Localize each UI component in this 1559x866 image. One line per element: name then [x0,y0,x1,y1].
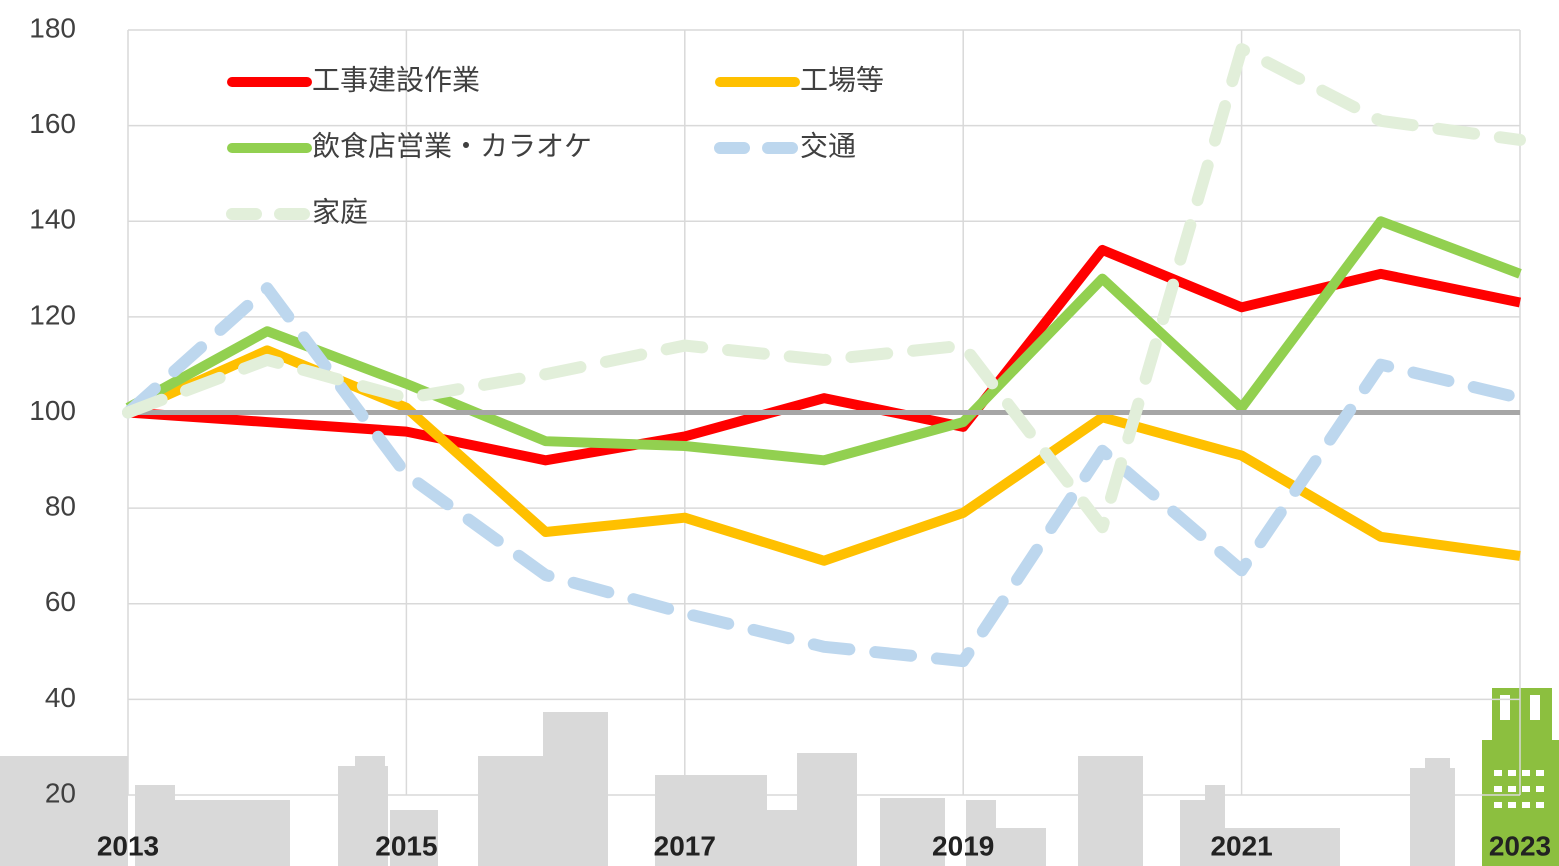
x-tick-label: 2015 [375,830,437,861]
x-tick-label: 2017 [654,830,716,861]
y-tick-label: 180 [29,12,76,43]
legend-label: 家庭 [312,196,368,227]
x-tick-label: 2021 [1210,830,1272,861]
series-line [128,288,1520,661]
y-tick-label: 140 [29,204,76,235]
y-tick-label: 120 [29,299,76,330]
legend-label: 飲食店営業・カラオケ [312,130,592,161]
y-tick-label: 20 [45,777,76,808]
legend-label: 工事建設作業 [312,64,480,95]
legend-label: 交通 [800,130,856,161]
x-tick-label: 2013 [97,830,159,861]
axis-labels: 20 40 60 80 100 120 140 160 180 2013 2015 2017 2019 2… [29,12,1551,861]
y-tick-label: 80 [45,491,76,522]
chart: 工事建設作業 工場等飲食店営業・カラオケ 交通家庭 20 40 60 80 100 120 14… [0,0,1559,866]
x-tick-label: 2023 [1489,830,1551,861]
y-tick-label: 160 [29,108,76,139]
y-tick-label: 40 [45,682,76,713]
x-tick-label: 2019 [932,830,994,861]
legend-label: 工場等 [800,64,884,95]
y-tick-label: 60 [45,586,76,617]
y-tick-label: 100 [29,395,76,426]
